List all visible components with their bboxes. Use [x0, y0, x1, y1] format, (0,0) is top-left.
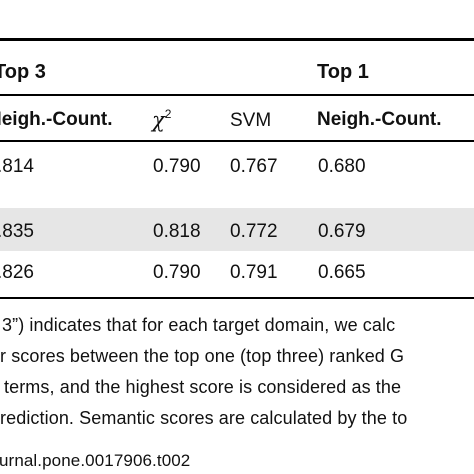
column-header-top3-neigh-count: Neigh.-Count.	[0, 109, 113, 130]
table-cell: 0.790	[153, 156, 201, 177]
group-header-top3: Top 3	[0, 61, 46, 83]
table-top-rule	[0, 38, 474, 41]
column-header-top1-neigh-count: Neigh.-Count.	[317, 109, 442, 130]
table-cell: 0.679	[318, 221, 366, 242]
chi-symbol: χ	[152, 108, 165, 132]
column-header-svm: SVM	[230, 110, 272, 131]
doi-link[interactable]: urnal.pone.0017906.t002	[0, 451, 191, 470]
column-header-chi-squared: χ2	[152, 108, 171, 131]
footnote-line-2: r scores between the top one (top three)…	[0, 346, 405, 366]
table-bottom-rule	[0, 297, 474, 299]
table-cell: .826	[0, 262, 34, 283]
column-header-rule	[0, 140, 474, 142]
table-cell: .814	[0, 156, 34, 177]
table-cell: 0.767	[230, 156, 278, 177]
footnote-line-4: rediction. Semantic scores are calculate…	[0, 408, 408, 428]
table-cell: 0.772	[230, 221, 278, 242]
table-row-stripe	[0, 208, 474, 251]
table-cell: 0.665	[318, 262, 366, 283]
group-header-top1: Top 1	[317, 61, 369, 83]
table-cell: 0.818	[153, 221, 201, 242]
chi-exponent: 2	[164, 107, 172, 121]
table-cell: 0.680	[318, 156, 366, 177]
footnote-line-1: 3”) indicates that for each target domai…	[2, 315, 396, 335]
table-cell: .835	[0, 221, 34, 242]
group-header-rule	[0, 94, 474, 96]
footnote-line-3: terms, and the highest score is consider…	[4, 377, 402, 397]
table-cell: 0.790	[153, 262, 201, 283]
table-cell: 0.791	[230, 262, 278, 283]
